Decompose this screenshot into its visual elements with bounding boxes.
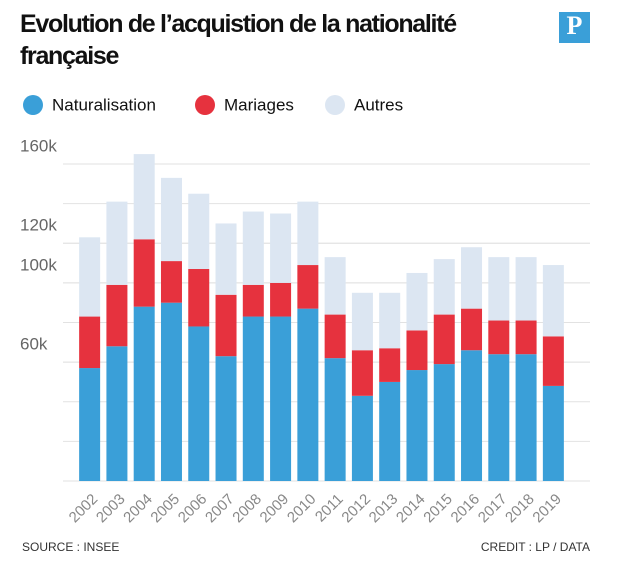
bar-segment xyxy=(270,282,292,317)
bar-segment xyxy=(351,395,373,481)
bar-segment xyxy=(188,269,210,327)
bar-segment xyxy=(106,201,128,285)
bar-segment xyxy=(106,346,128,481)
x-tick-label: 2007 xyxy=(202,491,238,527)
bar-segment xyxy=(188,193,210,270)
chart-title: Evolution de l’acquistion de la national… xyxy=(20,10,457,70)
y-tick-label: 120k xyxy=(20,216,57,235)
logo-box xyxy=(559,12,590,43)
bar-segment xyxy=(270,213,292,283)
x-tick-label: 2008 xyxy=(229,491,265,527)
bar-segment xyxy=(351,350,373,396)
bar-segment xyxy=(515,320,537,355)
bar-segment xyxy=(133,239,155,307)
bar-segment xyxy=(542,385,564,481)
x-tick-label: 2003 xyxy=(93,491,129,527)
bar-segment xyxy=(542,265,564,337)
bar-segment xyxy=(215,294,237,357)
bar-segment xyxy=(379,292,401,349)
bar-segment xyxy=(461,247,483,309)
logo: P xyxy=(567,11,583,40)
bar-segment xyxy=(433,364,455,481)
bar-segment xyxy=(324,314,346,359)
legend-label: Autres xyxy=(354,95,403,114)
y-tick-label: 60k xyxy=(20,335,48,354)
bar-segment xyxy=(515,257,537,321)
x-tick-label: 2009 xyxy=(257,491,293,527)
bar-segment xyxy=(542,336,564,386)
bar-segment xyxy=(297,308,319,481)
bar-segment xyxy=(188,326,210,481)
bar-segment xyxy=(133,306,155,481)
x-tick-label: 2002 xyxy=(66,491,102,527)
bar-segment xyxy=(242,316,264,481)
bar-segment xyxy=(160,261,182,303)
bar-segment xyxy=(106,284,128,347)
bar-segment xyxy=(406,272,428,331)
bar-segment xyxy=(270,316,292,481)
bar-segment xyxy=(297,201,319,266)
legend-swatch xyxy=(325,95,345,115)
bar-segment xyxy=(79,368,101,481)
bar-segment xyxy=(324,257,346,315)
legend-swatch xyxy=(195,95,215,115)
x-tick-label: 2016 xyxy=(448,491,484,527)
bar-segment xyxy=(379,381,401,481)
bar-segment xyxy=(160,302,182,481)
bar-segment xyxy=(488,257,510,321)
credit: CREDIT : LP / DATA xyxy=(481,540,590,554)
bar-segment xyxy=(215,223,237,295)
legend-swatch xyxy=(23,95,43,115)
bar-segment xyxy=(215,356,237,481)
legend-label: Mariages xyxy=(224,95,294,114)
x-tick-label: 2004 xyxy=(120,491,156,527)
bar-segment xyxy=(242,284,264,317)
bar-segment xyxy=(351,292,373,351)
bar-segment xyxy=(433,314,455,365)
bar-segment xyxy=(133,154,155,240)
bar-segment xyxy=(406,370,428,481)
x-tick-label: 2006 xyxy=(175,491,211,527)
y-tick-label: 100k xyxy=(20,255,57,274)
x-tick-label: 2010 xyxy=(284,491,320,527)
bar-segment xyxy=(297,265,319,309)
x-tick-label: 2017 xyxy=(475,491,511,527)
bar-segment xyxy=(406,330,428,371)
x-tick-label: 2005 xyxy=(147,491,183,527)
x-tick-label: 2019 xyxy=(529,491,565,527)
bar-segment xyxy=(160,177,182,262)
bar-segment xyxy=(461,308,483,351)
x-tick-label: 2018 xyxy=(502,491,538,527)
bar-segment xyxy=(461,350,483,481)
bar-segment xyxy=(488,354,510,481)
x-tick-label: 2011 xyxy=(312,491,347,526)
bar-segment xyxy=(433,259,455,315)
bar-segment xyxy=(79,237,101,317)
bar-segment xyxy=(515,354,537,481)
bar-segment xyxy=(379,348,401,382)
source: SOURCE : INSEE xyxy=(22,540,119,554)
x-tick-label: 2015 xyxy=(420,491,456,527)
x-tick-label: 2014 xyxy=(393,491,429,527)
bar-segment xyxy=(324,358,346,481)
bar-segment xyxy=(242,211,264,285)
bar-segment xyxy=(488,320,510,355)
y-tick-label: 160k xyxy=(20,136,57,155)
legend-label: Naturalisation xyxy=(52,95,156,114)
x-tick-label: 2012 xyxy=(338,491,374,527)
bar-segment xyxy=(79,316,101,369)
x-tick-label: 2013 xyxy=(366,491,402,527)
